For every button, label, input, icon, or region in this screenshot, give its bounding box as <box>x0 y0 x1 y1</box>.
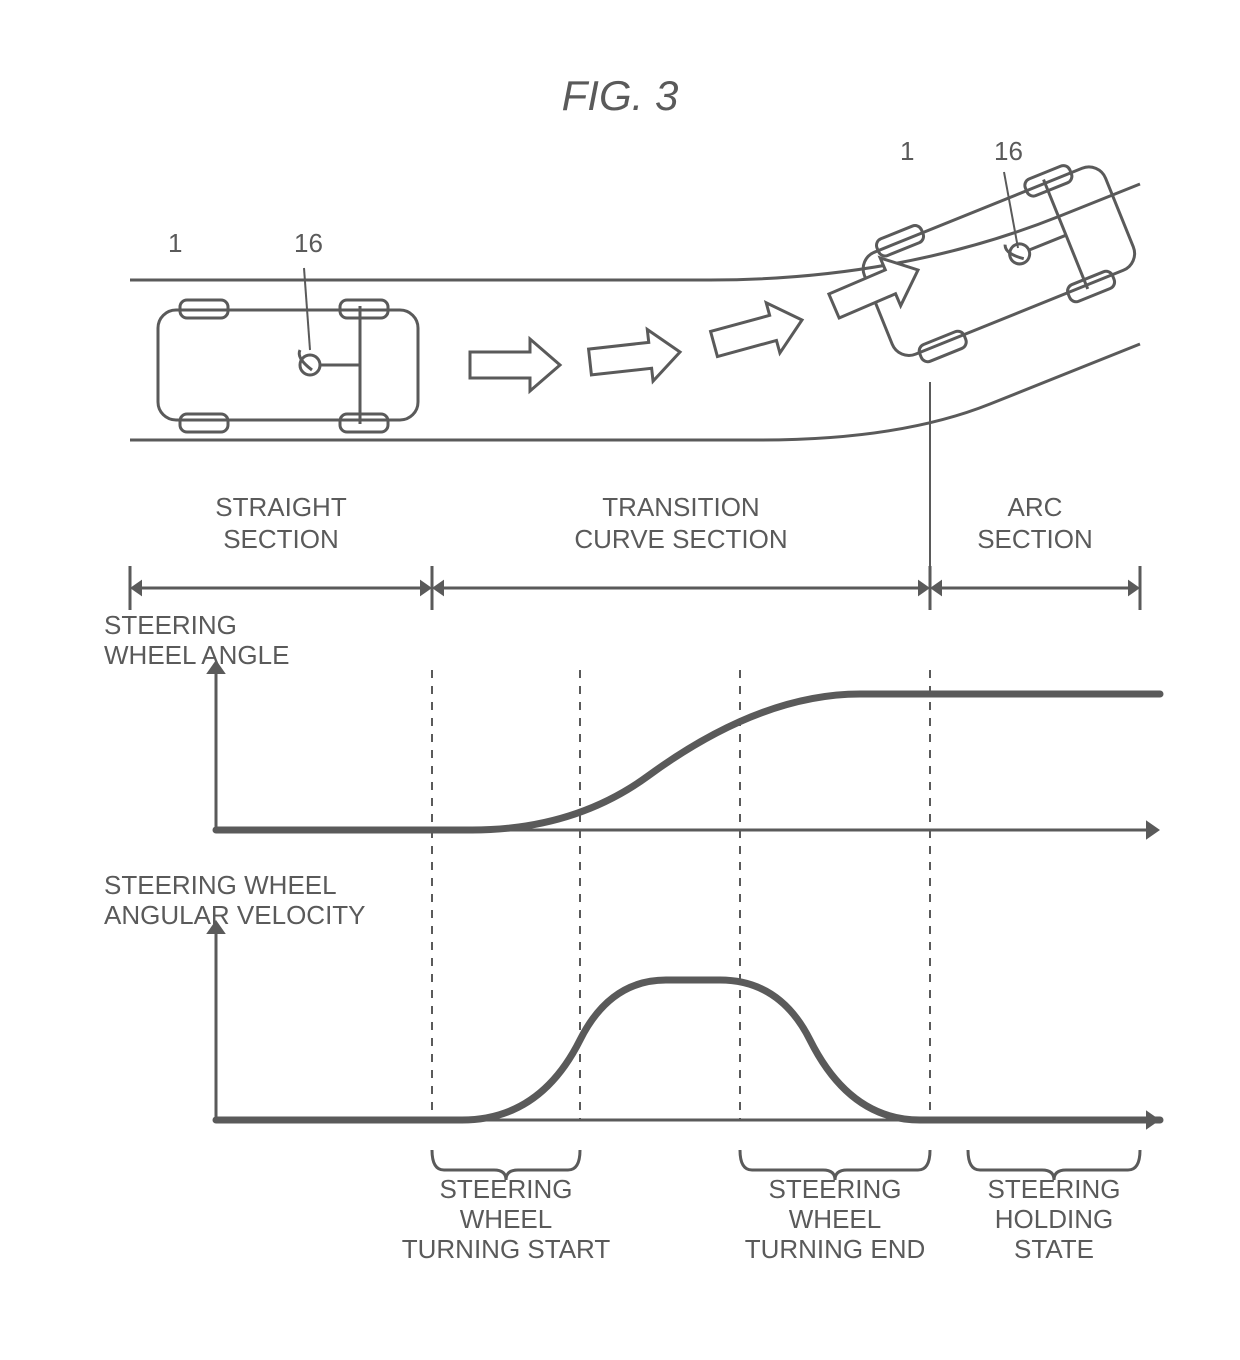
phase-0-l2: WHEEL <box>460 1204 552 1234</box>
motion-arrow-1 <box>589 329 680 381</box>
guide-lines <box>432 670 930 1120</box>
section-label-1-l2: CURVE SECTION <box>574 524 787 554</box>
dim-arrowhead <box>1128 580 1140 597</box>
axis-arrowhead <box>1146 820 1160 840</box>
figure-title: FIG. 3 <box>562 72 679 119</box>
vehicle-ref-label: 16 <box>994 136 1023 166</box>
dim-arrowhead <box>432 580 444 597</box>
phase-labels: STEERINGWHEELTURNING STARTSTEERINGWHEELT… <box>402 1150 1140 1264</box>
chart-angle: STEERINGWHEEL ANGLE <box>104 610 1160 840</box>
motion-arrow-0 <box>470 339 560 391</box>
section-label-2-l1: ARC <box>1008 492 1063 522</box>
dim-arrowhead <box>420 580 432 597</box>
vehicle-0 <box>158 300 418 432</box>
chart-title-l2: WHEEL ANGLE <box>104 640 289 670</box>
chart-title-l2: ANGULAR VELOCITY <box>104 900 366 930</box>
wheel-3 <box>340 414 388 432</box>
wheel-1 <box>180 414 228 432</box>
chart-velocity: STEERING WHEELANGULAR VELOCITY <box>104 870 1160 1130</box>
road-diagram: 1 16 1 16 <box>130 136 1145 440</box>
phase-2-l3: STATE <box>1014 1234 1094 1264</box>
phase-2-l1: STEERING <box>988 1174 1121 1204</box>
vehicle-label: 1 <box>900 136 914 166</box>
phase-1-l1: STEERING <box>769 1174 902 1204</box>
vehicle-label: 1 <box>168 228 182 258</box>
chart-title-l1: STEERING WHEEL <box>104 870 337 900</box>
chart-title-l1: STEERING <box>104 610 237 640</box>
road-edge-upper <box>130 184 1140 280</box>
phase-2-l2: HOLDING <box>995 1204 1113 1234</box>
phase-1-l3: TURNING END <box>745 1234 926 1264</box>
section-label-1-l1: TRANSITION <box>602 492 759 522</box>
dim-arrowhead <box>130 580 142 597</box>
data-curve <box>216 694 1160 830</box>
phase-0-l3: TURNING START <box>402 1234 611 1264</box>
phase-0-l1: STEERING <box>440 1174 573 1204</box>
section-label-0-l1: STRAIGHT <box>215 492 347 522</box>
motion-arrow-2 <box>711 303 802 357</box>
wheel-1 <box>917 329 968 364</box>
steering-wheel-icon <box>300 355 320 375</box>
vehicle-body <box>158 310 418 420</box>
section-label-2-l2: SECTION <box>977 524 1093 554</box>
dim-arrowhead <box>918 580 930 597</box>
drivetrain-shaft <box>1006 180 1087 304</box>
wheel-3 <box>1065 269 1116 304</box>
section-dimensions: STRAIGHTSECTIONTRANSITIONCURVE SECTIONAR… <box>130 382 1140 610</box>
drivetrain-shaft <box>320 306 360 424</box>
vehicle-ref-label: 16 <box>294 228 323 258</box>
phase-1-l2: WHEEL <box>789 1204 881 1234</box>
dim-arrowhead <box>930 580 942 597</box>
section-label-0-l2: SECTION <box>223 524 339 554</box>
data-curve <box>216 980 1160 1120</box>
